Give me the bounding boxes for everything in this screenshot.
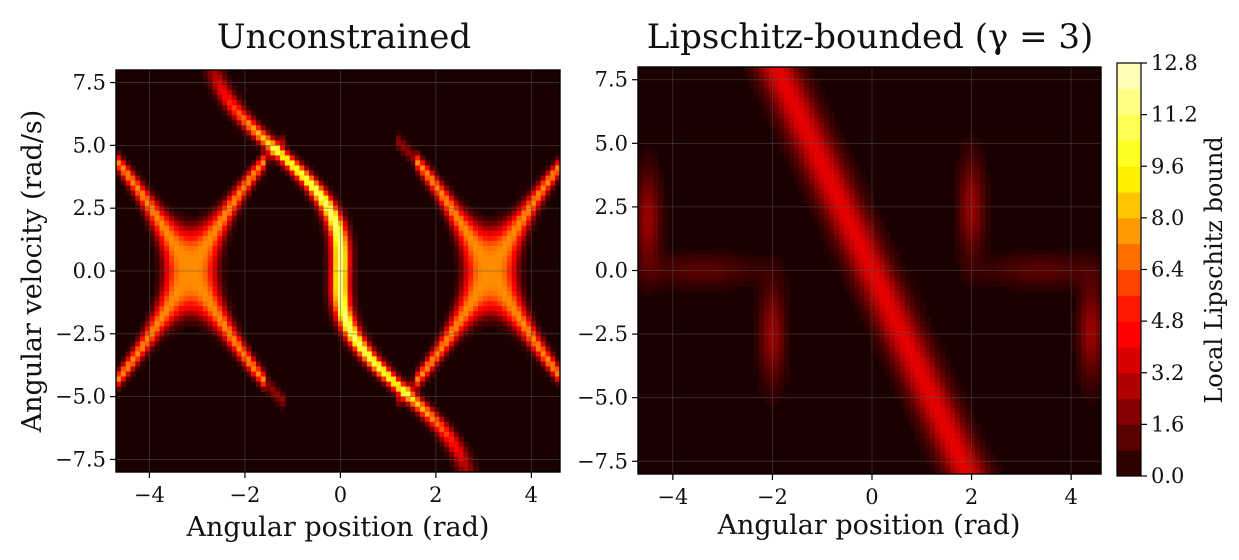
- left-x-tick-label: −2: [229, 483, 260, 507]
- right-heat-layer: [638, 67, 1101, 474]
- right-grid: [638, 67, 1101, 474]
- colorbar-tick-label: 11.2: [1151, 103, 1198, 127]
- left-x-axis-ticks: −4 −2 0 2 4: [134, 472, 538, 507]
- colorbar-label: Local Lipschitz bound: [1200, 136, 1228, 403]
- left-y-tick-label: −7.5: [55, 447, 106, 471]
- right-y-tick-label: −5.0: [577, 386, 628, 410]
- left-heatmap-panel: Unconstrained −4 −2 0 2 4 7.5 5.0 2.5 0.0 −2.5 −5…: [17, 17, 561, 543]
- left-y-tick-label: 2.5: [73, 196, 106, 220]
- colorbar-tick-label: 3.2: [1151, 361, 1184, 385]
- right-x-tick-label: 2: [965, 485, 978, 509]
- colorbar-tick-label: 4.8: [1151, 309, 1184, 333]
- right-x-tick-label: 0: [865, 485, 878, 509]
- colorbar-ticks: 12.8 11.2 9.6 8.0 6.4 4.8 3.2 1.6 0.0: [1141, 51, 1198, 488]
- right-y-axis-ticks: 7.5 5.0 2.5 0.0 −2.5 −5.0 −7.5: [577, 68, 638, 473]
- right-chart-title: Lipschitz-bounded (γ = 3): [647, 17, 1094, 57]
- right-y-tick-label: 2.5: [595, 195, 628, 219]
- colorbar: 12.8 11.2 9.6 8.0 6.4 4.8 3.2 1.6 0.0 Local Lips…: [1116, 51, 1228, 488]
- right-x-tick-label: −4: [657, 485, 688, 509]
- colorbar-bands: [1117, 63, 1141, 477]
- left-x-axis-label: Angular position (rad): [186, 512, 490, 543]
- left-x-tick-label: 0: [334, 483, 347, 507]
- left-chart-title: Unconstrained: [217, 17, 471, 57]
- right-x-tick-label: −2: [757, 485, 788, 509]
- colorbar-tick-label: 8.0: [1151, 206, 1184, 230]
- colorbar-tick-label: 9.6: [1151, 154, 1184, 178]
- left-y-axis-label: Angular velocity (rad/s): [17, 110, 48, 434]
- right-x-axis-label: Angular position (rad): [717, 510, 1021, 541]
- right-y-tick-label: −2.5: [577, 322, 628, 346]
- right-heatmap-panel: Lipschitz-bounded (γ = 3) −4 −2 0 2 4 7.5 5.0…: [577, 17, 1102, 541]
- right-plot-area: [638, 67, 1101, 474]
- left-grid: [116, 70, 560, 472]
- right-x-axis-ticks: −4 −2 0 2 4: [657, 474, 1078, 509]
- colorbar-tick-label: 1.6: [1151, 412, 1184, 436]
- left-y-tick-label: −5.0: [55, 385, 106, 409]
- right-y-tick-label: −7.5: [577, 449, 628, 473]
- left-plot-area: [116, 70, 560, 472]
- right-y-tick-label: 7.5: [595, 68, 628, 92]
- left-y-tick-label: 5.0: [73, 133, 106, 157]
- colorbar-tick-label: 6.4: [1151, 258, 1184, 282]
- left-x-tick-label: 4: [525, 483, 538, 507]
- left-y-tick-label: 7.5: [73, 71, 106, 95]
- left-y-axis-ticks: 7.5 5.0 2.5 0.0 −2.5 −5.0 −7.5: [55, 71, 116, 471]
- left-x-tick-label: −4: [134, 483, 165, 507]
- right-x-tick-label: 4: [1064, 485, 1077, 509]
- left-y-tick-label: −2.5: [55, 322, 106, 346]
- right-y-tick-label: 5.0: [595, 131, 628, 155]
- colorbar-tick-label: 12.8: [1151, 51, 1198, 75]
- right-y-tick-label: 0.0: [595, 259, 628, 283]
- colorbar-tick-label: 0.0: [1151, 464, 1184, 488]
- left-x-tick-label: 2: [429, 483, 442, 507]
- left-y-tick-label: 0.0: [73, 259, 106, 283]
